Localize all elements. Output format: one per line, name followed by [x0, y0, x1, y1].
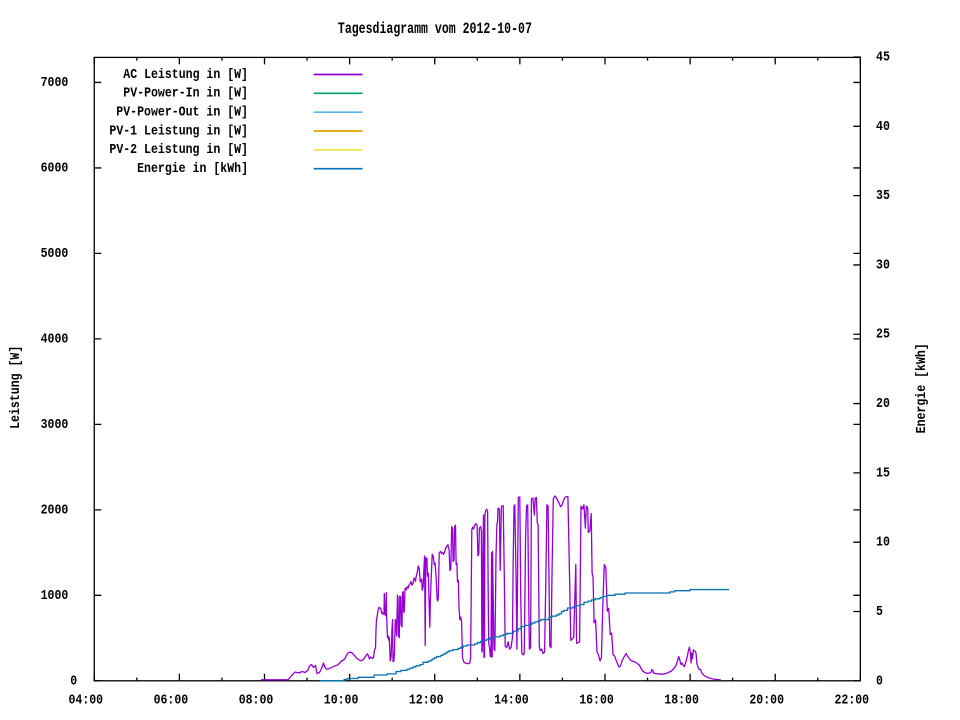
svg-text:40: 40: [876, 119, 890, 135]
svg-text:20: 20: [876, 396, 890, 412]
svg-text:06:00: 06:00: [154, 692, 189, 708]
svg-text:2000: 2000: [41, 503, 69, 519]
svg-text:Energie [kWh]: Energie [kWh]: [914, 343, 930, 433]
svg-text:35: 35: [876, 188, 890, 204]
svg-text:4000: 4000: [41, 332, 69, 348]
svg-text:30: 30: [876, 257, 890, 273]
svg-text:10:00: 10:00: [324, 692, 359, 708]
svg-text:3000: 3000: [41, 417, 69, 433]
svg-text:0: 0: [876, 673, 883, 689]
svg-text:1000: 1000: [41, 588, 69, 604]
svg-text:04:00: 04:00: [69, 692, 104, 708]
svg-text:5000: 5000: [41, 246, 69, 262]
svg-text:18:00: 18:00: [664, 692, 699, 708]
svg-text:45: 45: [876, 50, 890, 66]
svg-text:6000: 6000: [41, 161, 69, 177]
svg-text:22:00: 22:00: [835, 692, 870, 708]
svg-text:14:00: 14:00: [494, 692, 529, 708]
svg-text:25: 25: [876, 327, 890, 343]
svg-text:12:00: 12:00: [409, 692, 444, 708]
svg-text:0: 0: [70, 674, 77, 690]
svg-text:PV-1 Leistung in [W]: PV-1 Leistung in [W]: [109, 123, 248, 139]
svg-text:Tagesdiagramm vom 2012-10-07: Tagesdiagramm vom 2012-10-07: [338, 20, 532, 38]
svg-text:7000: 7000: [41, 75, 69, 91]
svg-text:Leistung [W]: Leistung [W]: [8, 346, 24, 429]
svg-text:PV-2 Leistung in [W]: PV-2 Leistung in [W]: [109, 142, 248, 158]
svg-text:16:00: 16:00: [579, 692, 614, 708]
svg-text:5: 5: [876, 604, 883, 620]
svg-text:10: 10: [876, 535, 890, 551]
svg-text:AC Leistung in [W]: AC Leistung in [W]: [123, 67, 248, 83]
svg-text:15: 15: [876, 465, 890, 481]
svg-text:Energie in [kWh]: Energie in [kWh]: [137, 161, 248, 177]
svg-text:PV-Power-Out in [W]: PV-Power-Out in [W]: [116, 105, 248, 121]
svg-text:08:00: 08:00: [239, 692, 274, 708]
svg-text:PV-Power-In in [W]: PV-Power-In in [W]: [123, 86, 248, 102]
svg-text:20:00: 20:00: [749, 692, 784, 708]
